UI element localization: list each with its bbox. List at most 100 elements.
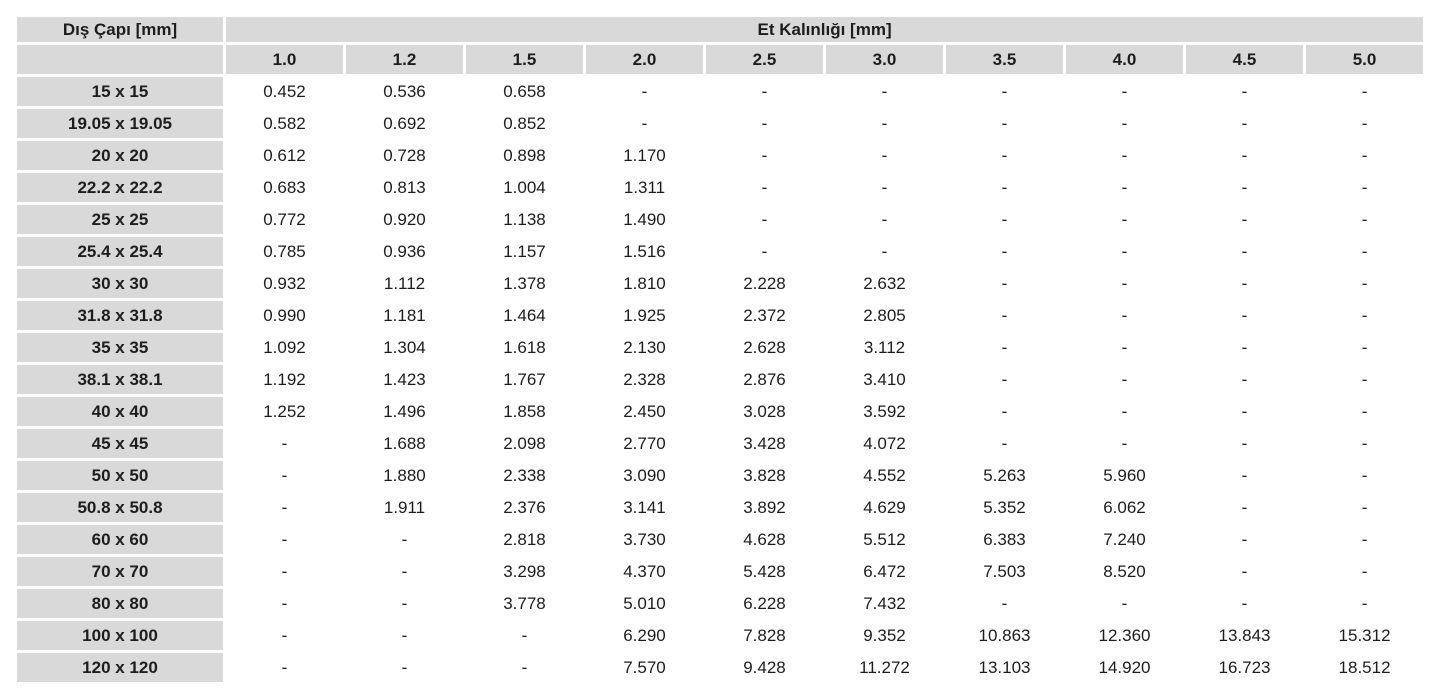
weight-cell: - bbox=[1306, 589, 1424, 618]
table-row: 25 x 25 0.772 0.920 1.138 1.490- - - - - - bbox=[17, 205, 1424, 234]
weight-cell: 5.010 bbox=[586, 589, 703, 618]
thickness-col-header: 2.0 bbox=[586, 45, 703, 74]
weight-cell: 6.290 bbox=[586, 621, 703, 650]
table-row: 31.8 x 31.8 0.990 1.181 1.464 1.925 2.372 2.80… bbox=[17, 301, 1424, 330]
table-row: 50.8 x 50.8-1.911 2.376 3.141 3.892 4.629 5.3… bbox=[17, 493, 1424, 522]
weight-cell: - bbox=[946, 77, 1063, 106]
weight-cell: - bbox=[946, 269, 1063, 298]
row-label: 50 x 50 bbox=[17, 461, 223, 490]
row-label: 20 x 20 bbox=[17, 141, 223, 170]
weight-cell: 1.304 bbox=[346, 333, 463, 362]
weight-cell: 16.723 bbox=[1186, 653, 1303, 682]
weight-cell: - bbox=[466, 653, 583, 682]
weight-cell: - bbox=[706, 237, 823, 266]
weight-cell: 3.592 bbox=[826, 397, 943, 426]
table-row: 20 x 20 0.612 0.728 0.898 1.170- - - - - - bbox=[17, 141, 1424, 170]
weight-cell: - bbox=[946, 333, 1063, 362]
weight-cell: - bbox=[706, 141, 823, 170]
weight-cell: 2.876 bbox=[706, 365, 823, 394]
table-row: 15 x 15 0.452 0.536 0.658- - - - - - - bbox=[17, 77, 1424, 106]
weight-cell: 1.490 bbox=[586, 205, 703, 234]
weight-cell: 7.503 bbox=[946, 557, 1063, 586]
weight-cell: - bbox=[1186, 269, 1303, 298]
weight-cell: - bbox=[1306, 141, 1424, 170]
weight-cell: 2.770 bbox=[586, 429, 703, 458]
weight-cell: - bbox=[1066, 173, 1183, 202]
row-label: 50.8 x 50.8 bbox=[17, 493, 223, 522]
weight-cell: - bbox=[826, 173, 943, 202]
weight-cell: - bbox=[1066, 397, 1183, 426]
table-row: 35 x 35 1.092 1.304 1.618 2.130 2.628 3.112- - -… bbox=[17, 333, 1424, 362]
table-body: 15 x 15 0.452 0.536 0.658- - - - - - -19.05 x 19.… bbox=[17, 77, 1424, 682]
weight-cell: - bbox=[826, 205, 943, 234]
weight-cell: - bbox=[1306, 109, 1424, 138]
weight-cell: 9.352 bbox=[826, 621, 943, 650]
weight-cell: - bbox=[706, 173, 823, 202]
weight-cell: 1.181 bbox=[346, 301, 463, 330]
weight-cell: 2.130 bbox=[586, 333, 703, 362]
row-label: 25 x 25 bbox=[17, 205, 223, 234]
weight-cell: 15.312 bbox=[1306, 621, 1424, 650]
table-row: 40 x 40 1.252 1.496 1.858 2.450 3.028 3.592- - -… bbox=[17, 397, 1424, 426]
table-row: 100 x 100- - -6.290 7.828 9.352 10.863 12.360 1… bbox=[17, 621, 1424, 650]
weight-cell: - bbox=[1306, 205, 1424, 234]
weight-cell: 5.263 bbox=[946, 461, 1063, 490]
weight-cell: - bbox=[826, 77, 943, 106]
table-row: 25.4 x 25.4 0.785 0.936 1.157 1.516- - - - - - bbox=[17, 237, 1424, 266]
weight-cell: - bbox=[1066, 269, 1183, 298]
weight-cell: - bbox=[1306, 461, 1424, 490]
weight-cell: 5.512 bbox=[826, 525, 943, 554]
weight-cell: - bbox=[346, 557, 463, 586]
weight-cell: - bbox=[1306, 237, 1424, 266]
weight-cell: 10.863 bbox=[946, 621, 1063, 650]
weight-cell: - bbox=[226, 557, 343, 586]
weight-cell: - bbox=[346, 589, 463, 618]
row-label: 31.8 x 31.8 bbox=[17, 301, 223, 330]
weight-cell: 0.920 bbox=[346, 205, 463, 234]
weight-cell: 1.925 bbox=[586, 301, 703, 330]
weight-cell: 6.383 bbox=[946, 525, 1063, 554]
weight-cell: - bbox=[226, 589, 343, 618]
weight-cell: - bbox=[946, 429, 1063, 458]
tube-weight-table: Dış Çapı [mm] Et Kalınlığı [mm] 1.0 1.2 1.… bbox=[14, 14, 1426, 685]
weight-cell: - bbox=[226, 525, 343, 554]
weight-cell: 1.112 bbox=[346, 269, 463, 298]
weight-cell: 7.570 bbox=[586, 653, 703, 682]
weight-cell: - bbox=[1186, 365, 1303, 394]
weight-cell: 1.880 bbox=[346, 461, 463, 490]
thickness-col-header: 1.0 bbox=[226, 45, 343, 74]
weight-cell: 3.028 bbox=[706, 397, 823, 426]
weight-cell: 11.272 bbox=[826, 653, 943, 682]
weight-cell: 0.683 bbox=[226, 173, 343, 202]
weight-cell: - bbox=[226, 621, 343, 650]
weight-cell: - bbox=[946, 141, 1063, 170]
weight-cell: 12.360 bbox=[1066, 621, 1183, 650]
weight-cell: - bbox=[1186, 205, 1303, 234]
row-label: 60 x 60 bbox=[17, 525, 223, 554]
weight-cell: 13.843 bbox=[1186, 621, 1303, 650]
weight-cell: 3.730 bbox=[586, 525, 703, 554]
thickness-col-header: 3.0 bbox=[826, 45, 943, 74]
weight-cell: - bbox=[226, 461, 343, 490]
thickness-col-header: 1.2 bbox=[346, 45, 463, 74]
row-label: 80 x 80 bbox=[17, 589, 223, 618]
weight-cell: - bbox=[946, 109, 1063, 138]
weight-cell: 3.778 bbox=[466, 589, 583, 618]
weight-cell: - bbox=[706, 109, 823, 138]
weight-cell: 2.376 bbox=[466, 493, 583, 522]
weight-cell: - bbox=[1066, 365, 1183, 394]
weight-cell: 3.410 bbox=[826, 365, 943, 394]
weight-cell: 5.960 bbox=[1066, 461, 1183, 490]
row-label: 22.2 x 22.2 bbox=[17, 173, 223, 202]
weight-cell: 7.240 bbox=[1066, 525, 1183, 554]
weight-cell: - bbox=[1186, 461, 1303, 490]
weight-cell: - bbox=[826, 109, 943, 138]
weight-cell: 2.098 bbox=[466, 429, 583, 458]
weight-cell: - bbox=[586, 109, 703, 138]
table-row: 70 x 70- -3.298 4.370 5.428 6.472 7.503 8.520-… bbox=[17, 557, 1424, 586]
weight-cell: 0.932 bbox=[226, 269, 343, 298]
weight-cell: 0.452 bbox=[226, 77, 343, 106]
weight-cell: 1.496 bbox=[346, 397, 463, 426]
weight-cell: - bbox=[1066, 77, 1183, 106]
